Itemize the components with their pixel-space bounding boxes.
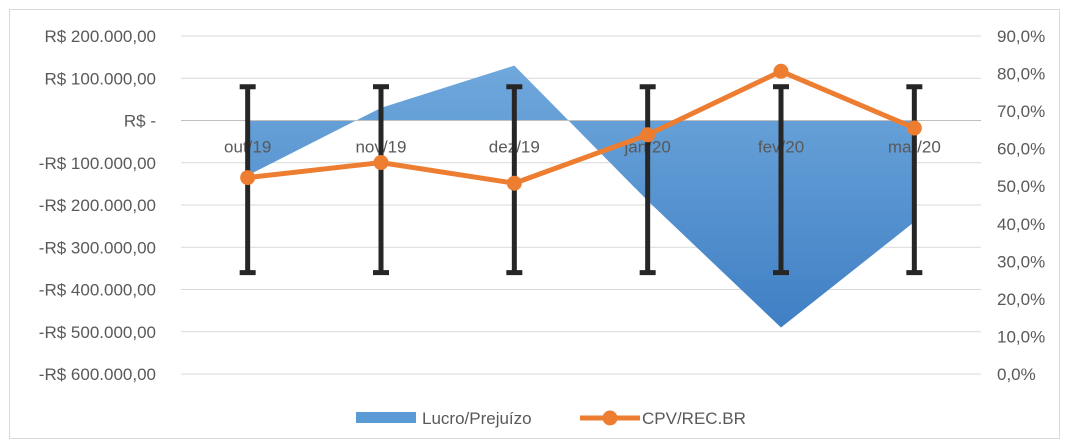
legend-swatch-marker [602,410,618,426]
y-axis-left-labels: R$ 200.000,00 R$ 100.000,00 R$ - -R$ 100.00… [39,27,156,384]
legend: Lucro/Prejuízo CPV/REC.BR [356,409,746,428]
y-left-tick-label: -R$ 100.000,00 [39,154,156,173]
line-marker [240,170,256,186]
line-marker [773,63,789,79]
y-right-tick-label: 60,0% [997,140,1045,159]
y-right-tick-label: 40,0% [997,215,1045,234]
area-series-lucro-prejuizo [247,65,915,328]
legend-item-cpv-rec-br: CPV/REC.BR [580,409,746,428]
legend-item-lucro-prejuizo: Lucro/Prejuízo [356,409,532,428]
y-right-tick-label: 20,0% [997,290,1045,309]
line-marker [506,175,522,191]
chart-area: out/19nov/19dez/19jan/20fev/20mar/20 R$ … [9,9,1060,439]
y-left-tick-label: -R$ 400.000,00 [39,281,156,300]
y-right-tick-label: 0,0% [997,365,1036,384]
line-marker [373,155,389,171]
y-right-tick-label: 80,0% [997,65,1045,84]
y-axis-right-labels: 90,0% 80,0% 70,0% 60,0% 50,0% 40,0% 30,0% 20,0%… [997,27,1045,384]
line-series-layer [240,63,922,191]
y-right-tick-label: 30,0% [997,252,1045,271]
error-bar [639,84,656,276]
y-left-tick-label: -R$ 500.000,00 [39,323,156,342]
chart-svg: out/19nov/19dez/19jan/20fev/20mar/20 R$ … [39,27,1045,428]
error-bar [906,84,923,276]
y-right-tick-label: 70,0% [997,102,1045,121]
y-left-tick-label: R$ 200.000,00 [44,27,156,46]
y-left-tick-label: R$ 100.000,00 [44,69,156,88]
error-bar [373,84,389,276]
y-left-tick-label: -R$ 300.000,00 [39,238,156,257]
y-left-tick-label: R$ - [124,112,156,131]
legend-label: CPV/REC.BR [642,409,746,428]
y-right-tick-label: 50,0% [997,177,1045,196]
y-left-tick-label: -R$ 600.000,00 [39,365,156,384]
line-marker [640,127,656,143]
error-bar [773,84,789,276]
legend-swatch-area [356,412,416,423]
y-left-tick-label: -R$ 200.000,00 [39,196,156,215]
legend-label: Lucro/Prejuízo [422,409,532,428]
y-right-tick-label: 90,0% [997,27,1045,46]
line-series-cpv-rec-br [245,68,917,186]
y-right-tick-label: 10,0% [997,327,1045,346]
line-marker [906,120,922,136]
area-series-layer [247,65,915,328]
